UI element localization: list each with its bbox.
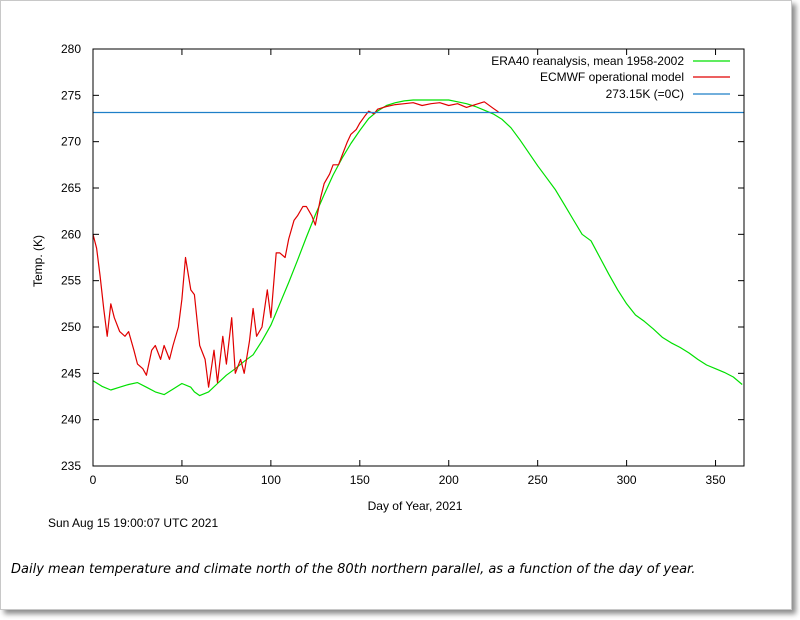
y-tick-label: 255 [61,274,81,288]
y-tick-label: 240 [61,413,81,427]
x-tick-label: 150 [350,473,370,487]
timestamp: Sun Aug 15 19:00:07 UTC 2021 [48,516,219,530]
x-tick-label: 250 [528,473,548,487]
figure-frame: 235 240 245 250 255 260 265 270 275 280 0 50 100 150 2… [0,0,792,610]
plot-area-border [92,48,745,467]
axis-ticks: 235 240 245 250 255 260 265 270 275 280 0 50 100 150 2… [61,42,744,487]
series-line-0 [92,99,743,397]
x-tick-label: 50 [175,473,189,487]
y-tick-label: 260 [61,227,81,241]
y-tick-label: 280 [61,42,81,56]
y-tick-label: 275 [61,88,81,102]
x-tick-label: 300 [617,473,637,487]
legend: ERA40 reanalysis, mean 1958-2002 ECMWF op… [491,54,730,101]
x-tick-label: 100 [261,473,281,487]
temperature-chart: 235 240 245 250 255 260 265 270 275 280 0 50 100 150 2… [31,42,745,513]
figure-caption: Daily mean temperature and climate north… [11,562,696,577]
x-tick-label: 0 [90,473,97,487]
x-tick-label: 200 [439,473,459,487]
series-layer [92,99,744,397]
y-axis-label: Temp. (K) [31,235,45,287]
x-tick-label: 350 [706,473,726,487]
legend-label: ECMWF operational model [540,70,684,84]
y-tick-label: 265 [61,181,81,195]
y-tick-label: 250 [61,320,81,334]
y-tick-label: 245 [61,366,81,380]
y-tick-label: 270 [61,135,81,149]
series-line-1 [92,101,499,388]
y-tick-label: 235 [61,459,81,473]
x-axis-label: Day of Year, 2021 [368,499,463,513]
legend-label: ERA40 reanalysis, mean 1958-2002 [491,54,684,68]
legend-label: 273.15K (=0C) [606,87,684,101]
